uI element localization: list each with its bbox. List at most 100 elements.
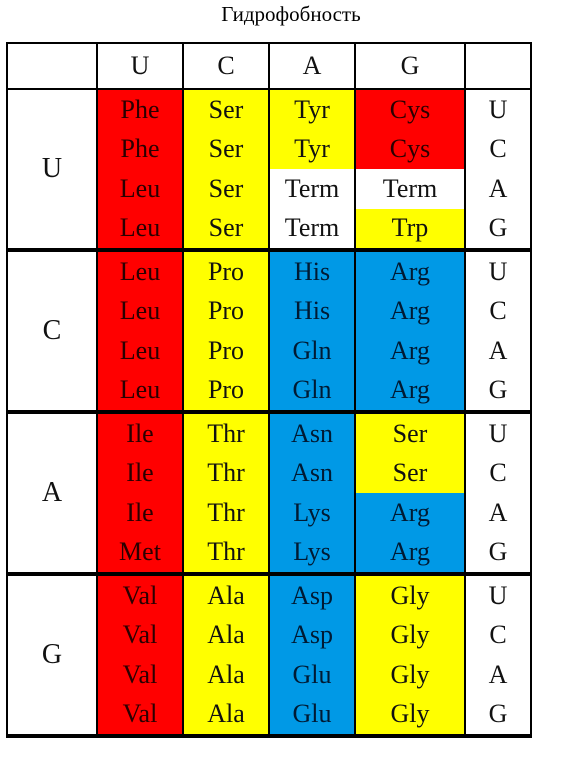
amino-acid-cell: Ala: [182, 615, 270, 655]
third-base-cell: U: [464, 411, 532, 454]
amino-acid-cell: Leu: [96, 331, 184, 371]
amino-acid-cell: Cys: [354, 129, 466, 169]
amino-acid-cell: Ser: [182, 208, 270, 252]
third-base-cell: A: [464, 493, 532, 533]
amino-acid-cell: Ser: [354, 411, 466, 454]
amino-acid-cell: Asp: [268, 615, 356, 655]
codon-row: C Leu Pro His Arg U: [6, 249, 532, 414]
third-base-cell: U: [464, 88, 532, 130]
amino-acid-cell: Thr: [182, 493, 270, 533]
third-base-cell: A: [464, 655, 532, 695]
amino-acid-cell: Gly: [354, 655, 466, 695]
amino-acid-cell: Ser: [354, 453, 466, 493]
amino-acid-cell: Gly: [354, 694, 466, 738]
first-base-cell: C: [6, 249, 98, 414]
third-base-cell: G: [464, 370, 532, 414]
amino-acid-cell: Lys: [268, 532, 356, 576]
amino-acid-cell: Cys: [354, 88, 466, 130]
header-row: U C A G: [6, 42, 532, 90]
amino-acid-cell: Leu: [96, 370, 184, 414]
third-base-cell: G: [464, 694, 532, 738]
amino-acid-cell: Arg: [354, 493, 466, 533]
amino-acid-cell: Glu: [268, 694, 356, 738]
amino-acid-cell: Arg: [354, 370, 466, 414]
amino-acid-cell: His: [268, 249, 356, 292]
third-base-cell: A: [464, 331, 532, 371]
third-base-cell: U: [464, 573, 532, 616]
third-base-cell: C: [464, 453, 532, 493]
amino-acid-cell: Ala: [182, 694, 270, 738]
codon-row: Leu Pro Gln Arg A: [7, 331, 532, 371]
amino-acid-cell: Asp: [268, 573, 356, 616]
amino-acid-cell: Pro: [182, 291, 270, 331]
amino-acid-cell: Gln: [268, 331, 356, 371]
amino-acid-cell: Ile: [96, 411, 184, 454]
codon-row: Val Ala Glu Gly A: [7, 655, 532, 695]
codon-row: Val Ala Glu Gly G: [7, 694, 532, 738]
header-cell: G: [354, 42, 466, 90]
third-base-cell: U: [464, 249, 532, 292]
amino-acid-cell: Term: [268, 169, 356, 209]
amino-acid-cell: Arg: [354, 249, 466, 292]
amino-acid-cell: Lys: [268, 493, 356, 533]
amino-acid-cell: Ser: [182, 169, 270, 209]
amino-acid-cell: Asn: [268, 411, 356, 454]
amino-acid-cell: Gly: [354, 615, 466, 655]
amino-acid-cell: Thr: [182, 532, 270, 576]
amino-acid-cell: Met: [96, 532, 184, 576]
third-base-cell: G: [464, 208, 532, 252]
amino-acid-cell: Ile: [96, 453, 184, 493]
codon-row: G Val Ala Asp Gly U: [6, 573, 532, 738]
amino-acid-cell: Phe: [96, 129, 184, 169]
third-base-cell: C: [464, 615, 532, 655]
amino-acid-cell: Thr: [182, 453, 270, 493]
codon-row: Leu Ser Term Trp G: [7, 208, 532, 252]
amino-acid-cell: Gln: [268, 370, 356, 414]
amino-acid-cell: Pro: [182, 249, 270, 292]
third-base-cell: C: [464, 129, 532, 169]
codon-row: Met Thr Lys Arg G: [7, 532, 532, 576]
amino-acid-cell: Arg: [354, 532, 466, 576]
amino-acid-cell: Val: [96, 655, 184, 695]
first-base-cell: G: [6, 573, 98, 738]
amino-acid-cell: Ala: [182, 655, 270, 695]
page-title: Гидрофобность: [221, 2, 361, 26]
amino-acid-cell: Tyr: [268, 88, 356, 130]
codon-row: Leu Pro His Arg C: [7, 291, 532, 331]
amino-acid-cell: Ser: [182, 129, 270, 169]
codon-row: Val Ala Asp Gly C: [7, 615, 532, 655]
amino-acid-cell: Ala: [182, 573, 270, 616]
codon-row: U Phe Ser Tyr Cys U: [6, 88, 532, 252]
amino-acid-cell: Ile: [96, 493, 184, 533]
amino-acid-cell: Leu: [96, 208, 184, 252]
amino-acid-cell: Pro: [182, 370, 270, 414]
amino-acid-cell: Pro: [182, 331, 270, 371]
amino-acid-cell: Asn: [268, 453, 356, 493]
amino-acid-cell: Arg: [354, 331, 466, 371]
amino-acid-cell: Val: [96, 573, 184, 616]
amino-acid-cell: Arg: [354, 291, 466, 331]
amino-acid-cell: Term: [354, 169, 466, 209]
third-base-cell: C: [464, 291, 532, 331]
amino-acid-cell: Leu: [96, 291, 184, 331]
codon-table: U C A G U Phe Ser Tyr Cys U Phe Ser Tyr Cys C Leu Se…: [6, 42, 532, 738]
amino-acid-cell: His: [268, 291, 356, 331]
amino-acid-cell: Gly: [354, 573, 466, 616]
amino-acid-cell: Phe: [96, 88, 184, 130]
header-cell: C: [182, 42, 270, 90]
header-corner-cell: [6, 42, 98, 90]
codon-row: Leu Pro Gln Arg G: [7, 370, 532, 414]
amino-acid-cell: Leu: [96, 249, 184, 292]
amino-acid-cell: Val: [96, 615, 184, 655]
codon-row: Ile Thr Lys Arg A: [7, 493, 532, 533]
amino-acid-cell: Trp: [354, 208, 466, 252]
header-cell: U: [96, 42, 184, 90]
codon-row: A Ile Thr Asn Ser U: [6, 411, 532, 576]
amino-acid-cell: Glu: [268, 655, 356, 695]
amino-acid-cell: Leu: [96, 169, 184, 209]
codon-table-body: U C A G U Phe Ser Tyr Cys U Phe Ser Tyr Cys C Leu Se…: [6, 42, 532, 738]
amino-acid-cell: Thr: [182, 411, 270, 454]
header-corner-cell: [464, 42, 532, 90]
amino-acid-cell: Term: [268, 208, 356, 252]
first-base-cell: U: [6, 88, 98, 252]
